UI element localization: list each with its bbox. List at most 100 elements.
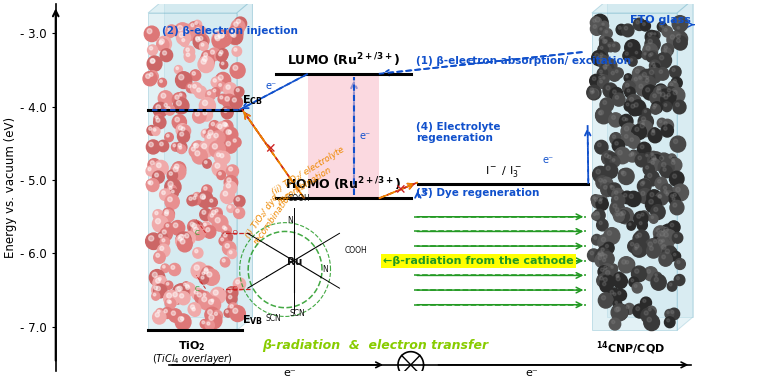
Circle shape bbox=[637, 220, 648, 231]
Text: C: C bbox=[194, 230, 199, 236]
Circle shape bbox=[219, 83, 222, 86]
Circle shape bbox=[659, 253, 672, 266]
Circle shape bbox=[590, 88, 594, 92]
Circle shape bbox=[677, 38, 680, 43]
Circle shape bbox=[646, 76, 648, 79]
Circle shape bbox=[610, 201, 624, 216]
Circle shape bbox=[227, 249, 236, 259]
Circle shape bbox=[226, 141, 230, 146]
Circle shape bbox=[646, 154, 648, 157]
Circle shape bbox=[152, 272, 157, 277]
Bar bbox=[148, 13, 237, 330]
Circle shape bbox=[195, 250, 198, 253]
Circle shape bbox=[630, 59, 632, 61]
Circle shape bbox=[645, 166, 648, 169]
Circle shape bbox=[203, 226, 216, 238]
Circle shape bbox=[669, 171, 684, 186]
Circle shape bbox=[233, 278, 246, 290]
Circle shape bbox=[148, 181, 151, 184]
Circle shape bbox=[654, 33, 656, 35]
Circle shape bbox=[192, 72, 196, 75]
Circle shape bbox=[178, 26, 182, 31]
Circle shape bbox=[178, 317, 183, 322]
Circle shape bbox=[205, 128, 220, 143]
Circle shape bbox=[204, 187, 207, 190]
Circle shape bbox=[183, 283, 196, 296]
Circle shape bbox=[670, 83, 673, 86]
Circle shape bbox=[658, 159, 674, 176]
Circle shape bbox=[147, 126, 156, 135]
Circle shape bbox=[231, 19, 245, 34]
Circle shape bbox=[600, 57, 603, 61]
Circle shape bbox=[668, 158, 681, 172]
Circle shape bbox=[650, 128, 660, 138]
Circle shape bbox=[629, 154, 632, 157]
Circle shape bbox=[634, 50, 642, 59]
Circle shape bbox=[654, 277, 658, 282]
Circle shape bbox=[218, 152, 230, 164]
Circle shape bbox=[161, 93, 166, 98]
Circle shape bbox=[668, 221, 680, 234]
Circle shape bbox=[169, 309, 182, 322]
Circle shape bbox=[606, 166, 610, 170]
Circle shape bbox=[659, 24, 662, 26]
Circle shape bbox=[671, 191, 682, 203]
Circle shape bbox=[236, 19, 240, 23]
Circle shape bbox=[601, 252, 604, 256]
Circle shape bbox=[592, 14, 608, 31]
Circle shape bbox=[231, 137, 241, 147]
Circle shape bbox=[156, 219, 160, 224]
Circle shape bbox=[158, 310, 160, 313]
Circle shape bbox=[648, 173, 652, 178]
Circle shape bbox=[654, 231, 667, 244]
Circle shape bbox=[591, 22, 603, 35]
Circle shape bbox=[667, 154, 676, 163]
Circle shape bbox=[676, 277, 679, 280]
Circle shape bbox=[166, 30, 174, 38]
Circle shape bbox=[165, 210, 169, 214]
Circle shape bbox=[167, 31, 170, 34]
Circle shape bbox=[598, 76, 601, 79]
Circle shape bbox=[159, 189, 171, 200]
Circle shape bbox=[598, 246, 611, 258]
Circle shape bbox=[595, 18, 600, 22]
Circle shape bbox=[194, 265, 199, 270]
Circle shape bbox=[604, 186, 608, 189]
Circle shape bbox=[646, 67, 661, 83]
Circle shape bbox=[600, 280, 612, 292]
Circle shape bbox=[147, 29, 152, 34]
Circle shape bbox=[190, 222, 194, 227]
Circle shape bbox=[651, 63, 660, 72]
Circle shape bbox=[628, 240, 640, 253]
Circle shape bbox=[618, 150, 622, 155]
Circle shape bbox=[651, 274, 666, 290]
Circle shape bbox=[167, 170, 178, 181]
Circle shape bbox=[592, 91, 594, 93]
Circle shape bbox=[661, 43, 674, 56]
Circle shape bbox=[674, 36, 687, 50]
Text: (2) β-electron injection: (2) β-electron injection bbox=[162, 26, 298, 35]
Circle shape bbox=[229, 26, 243, 40]
Circle shape bbox=[600, 46, 603, 49]
Circle shape bbox=[219, 96, 223, 99]
Circle shape bbox=[606, 86, 610, 90]
Circle shape bbox=[228, 303, 238, 314]
Circle shape bbox=[601, 264, 613, 276]
Circle shape bbox=[653, 106, 655, 109]
Circle shape bbox=[220, 257, 229, 267]
Circle shape bbox=[596, 169, 601, 174]
Circle shape bbox=[603, 77, 605, 79]
Circle shape bbox=[599, 199, 601, 201]
Circle shape bbox=[613, 304, 628, 320]
Circle shape bbox=[182, 282, 190, 290]
Circle shape bbox=[633, 246, 641, 255]
Circle shape bbox=[593, 25, 597, 28]
Text: Ru: Ru bbox=[287, 257, 303, 267]
Circle shape bbox=[674, 253, 676, 256]
Circle shape bbox=[213, 311, 223, 321]
Circle shape bbox=[643, 164, 654, 175]
Circle shape bbox=[192, 109, 206, 123]
Circle shape bbox=[209, 298, 218, 306]
Circle shape bbox=[600, 80, 602, 83]
Circle shape bbox=[665, 309, 674, 319]
